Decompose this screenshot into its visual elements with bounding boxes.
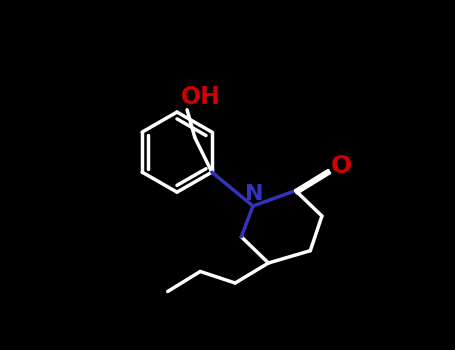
Text: N: N	[245, 184, 264, 204]
Text: O: O	[331, 154, 352, 178]
Text: OH: OH	[181, 85, 221, 110]
